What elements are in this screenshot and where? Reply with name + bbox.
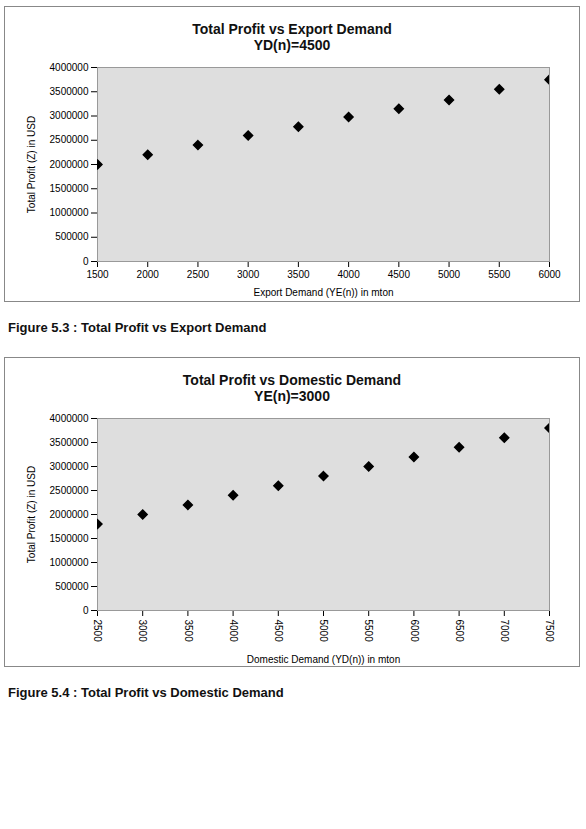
- svg-text:2000000: 2000000: [50, 509, 89, 520]
- svg-text:4000: 4000: [337, 269, 360, 280]
- svg-text:3500: 3500: [287, 269, 310, 280]
- svg-text:3000000: 3000000: [50, 110, 89, 121]
- svg-text:1000000: 1000000: [50, 207, 89, 218]
- svg-text:0: 0: [83, 605, 89, 616]
- svg-text:2000: 2000: [137, 269, 160, 280]
- html-text:Figure 5.4 : Total Profit vs D: Figure 5.4 : Total Profit vs Domestic De…: [8, 685, 284, 700]
- svg-text:3000000: 3000000: [50, 461, 89, 472]
- svg-text:3000: 3000: [237, 269, 260, 280]
- svg-text:Total Profit (Z) in USD: Total Profit (Z) in USD: [26, 466, 37, 563]
- svg-text:0: 0: [83, 256, 89, 267]
- svg-text:2000000: 2000000: [50, 159, 89, 170]
- svg-text:5000: 5000: [438, 269, 461, 280]
- svg-text:500000: 500000: [55, 581, 89, 592]
- html-text:Total Profit vs Export Demand: Total Profit vs Export Demand: [192, 21, 392, 37]
- html-text:Total Profit vs Domestic Deman: Total Profit vs Domestic Demand: [182, 372, 402, 388]
- svg-text:4500: 4500: [273, 620, 284, 643]
- svg-text:1500000: 1500000: [50, 533, 89, 544]
- svg-text:1000000: 1000000: [50, 557, 89, 568]
- svg-text:5500: 5500: [364, 620, 375, 643]
- svg-text:4000000: 4000000: [50, 413, 89, 424]
- html-text:YE(n)=3000: YE(n)=3000: [254, 388, 330, 404]
- svg-text:1500000: 1500000: [50, 183, 89, 194]
- svg-text:6000: 6000: [538, 269, 561, 280]
- svg-text:4500: 4500: [388, 269, 411, 280]
- svg-text:500000: 500000: [55, 231, 89, 242]
- svg-text:1500: 1500: [86, 269, 109, 280]
- svg-text:6500: 6500: [454, 620, 465, 643]
- svg-text:2500: 2500: [92, 620, 103, 643]
- svg-text:3500: 3500: [183, 620, 194, 643]
- svg-text:7000: 7000: [499, 620, 510, 643]
- svg-text:Domestic Demand (YD(n)) in mto: Domestic Demand (YD(n)) in mton: [247, 654, 400, 665]
- svg-text:4000: 4000: [228, 620, 239, 643]
- svg-text:Export Demand (YE(n)) in mton: Export Demand (YE(n)) in mton: [253, 287, 393, 298]
- html-text:YD(n)=4500: YD(n)=4500: [253, 37, 331, 53]
- svg-text:2500000: 2500000: [50, 485, 89, 496]
- svg-text:5000: 5000: [318, 620, 329, 643]
- svg-text:7500: 7500: [544, 620, 555, 643]
- svg-text:Total Profit (Z) in USD: Total Profit (Z) in USD: [26, 116, 37, 213]
- svg-text:3000: 3000: [138, 620, 149, 643]
- html-text:Figure 5.3 : Total Profit vs E: Figure 5.3 : Total Profit vs Export Dema…: [8, 320, 267, 335]
- svg-text:5500: 5500: [488, 269, 511, 280]
- svg-text:6000: 6000: [409, 620, 420, 643]
- svg-text:2500000: 2500000: [50, 134, 89, 145]
- svg-text:2500: 2500: [187, 269, 210, 280]
- svg-text:3500000: 3500000: [50, 86, 89, 97]
- svg-text:4000000: 4000000: [50, 62, 89, 73]
- svg-text:3500000: 3500000: [50, 437, 89, 448]
